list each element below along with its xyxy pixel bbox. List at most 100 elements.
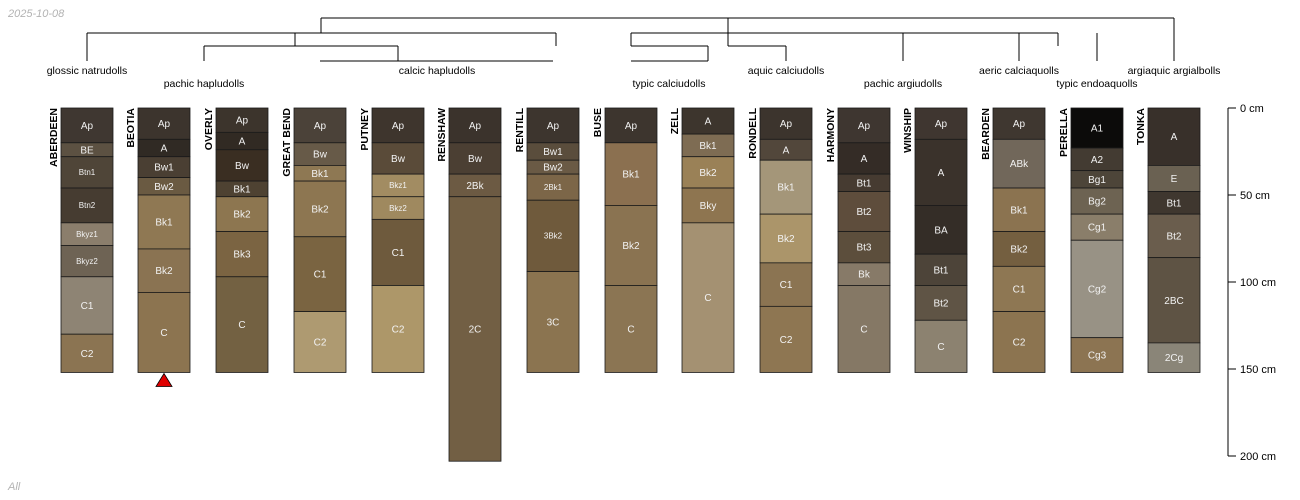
horizon-label: A2 bbox=[1091, 155, 1104, 166]
taxonomic-class-label: pachic argiudolls bbox=[864, 78, 942, 90]
soil-profile: GREAT BEND Ap Bw Bk1 Bk2 C1 C2 bbox=[281, 107, 347, 373]
horizon bbox=[60, 333, 114, 373]
profile-name: BEOTIA bbox=[125, 108, 137, 148]
horizon-label: Bw bbox=[235, 161, 250, 172]
horizon-label: 2Cg bbox=[1165, 353, 1183, 364]
horizon bbox=[837, 142, 891, 175]
horizon bbox=[1070, 213, 1124, 241]
horizon-label: C2 bbox=[314, 338, 327, 349]
soil-profile: RONDELL Ap A Bk1 Bk2 C1 C2 bbox=[747, 107, 813, 373]
horizon bbox=[681, 107, 735, 135]
horizon-label: 2Bk bbox=[466, 181, 484, 192]
horizon-label: Bw bbox=[391, 154, 406, 165]
horizon-label: Bw2 bbox=[154, 182, 174, 193]
horizon-label: BE bbox=[80, 145, 94, 156]
horizon bbox=[1147, 342, 1201, 373]
horizon-label: Ap bbox=[81, 121, 94, 132]
horizon-label: 3C bbox=[547, 318, 560, 329]
horizon-label: Bw1 bbox=[154, 163, 174, 174]
horizon-label: A bbox=[705, 117, 712, 128]
horizon-label: Ap bbox=[935, 119, 948, 130]
soil-profile: RENTILL Ap Bw1 Bw2 2Bk1 3Bk2 3C bbox=[514, 107, 580, 373]
horizon-label: Bw bbox=[313, 150, 328, 161]
horizon bbox=[1147, 213, 1201, 259]
horizon bbox=[1070, 107, 1124, 149]
horizon-label: C bbox=[627, 324, 634, 335]
horizon bbox=[681, 187, 735, 224]
horizon-label: A bbox=[239, 137, 246, 148]
taxonomic-class-label: typic calciudolls bbox=[633, 78, 706, 90]
horizon-label: Bk2 bbox=[622, 241, 640, 252]
horizon bbox=[1147, 107, 1201, 166]
horizon-label: Bk2 bbox=[311, 204, 329, 215]
profile-name: ZELL bbox=[669, 107, 681, 134]
horizon bbox=[137, 248, 191, 293]
horizon-label: E bbox=[1171, 174, 1178, 185]
soil-profiles: ABERDEEN Ap BE Btn1 Btn2 Bkyz1 Bkyz2 C1 C2 BEOTIA… bbox=[48, 107, 1201, 462]
horizon-label: Bk1 bbox=[155, 217, 173, 228]
axis-tick-label: 50 cm bbox=[1240, 190, 1270, 202]
soil-profile: OVERLY Ap A Bw Bk1 Bk2 Bk3 C bbox=[203, 107, 269, 373]
horizon-label: Bkz2 bbox=[389, 204, 407, 213]
horizon-label: Bk1 bbox=[777, 183, 795, 194]
taxonomic-class-label: typic endoaquolls bbox=[1056, 78, 1137, 90]
horizon-label: 2BC bbox=[1164, 296, 1183, 307]
horizon bbox=[137, 292, 191, 373]
horizon bbox=[759, 107, 813, 140]
horizon-label: A bbox=[938, 168, 945, 179]
axis-tick-label: 100 cm bbox=[1240, 277, 1276, 289]
horizon-label: C bbox=[860, 324, 867, 335]
taxonomic-class-label: pachic hapludolls bbox=[164, 78, 245, 90]
horizon-label: Bk2 bbox=[777, 234, 795, 245]
axis-tick-label: 200 cm bbox=[1240, 451, 1276, 463]
horizon bbox=[914, 253, 968, 286]
date-label: 2025-10-08 bbox=[8, 8, 65, 20]
horizon-label: Bk1 bbox=[311, 169, 329, 180]
horizon-label: C2 bbox=[1013, 338, 1026, 349]
horizon bbox=[681, 222, 735, 373]
horizon bbox=[293, 107, 347, 144]
horizon bbox=[371, 285, 425, 373]
horizon-label: A bbox=[783, 145, 790, 156]
horizon-label: C1 bbox=[81, 301, 94, 312]
horizon-label: A bbox=[161, 144, 168, 155]
soil-profile: BEOTIA Ap A Bw1 Bw2 Bk1 Bk2 C bbox=[125, 108, 191, 387]
horizon bbox=[1147, 257, 1201, 344]
horizon-label: Bt1 bbox=[1166, 198, 1181, 209]
subset-label: All bbox=[8, 481, 21, 493]
horizon-label: Ap bbox=[625, 121, 638, 132]
horizon-label: Bk2 bbox=[1010, 244, 1028, 255]
horizon bbox=[60, 107, 114, 144]
profile-name: GREAT BEND bbox=[281, 108, 293, 177]
horizon-label: Ap bbox=[858, 121, 871, 132]
horizon bbox=[681, 156, 735, 189]
horizon bbox=[1070, 337, 1124, 373]
horizon bbox=[60, 187, 114, 224]
axis-tick-label: 150 cm bbox=[1240, 364, 1276, 376]
horizon-label: Ap bbox=[780, 119, 793, 130]
horizon-label: Bk1 bbox=[699, 141, 717, 152]
horizon-label: Bw1 bbox=[543, 147, 563, 158]
horizon-label: A bbox=[1171, 132, 1178, 143]
profile-name: PUTNEY bbox=[359, 108, 371, 151]
horizon bbox=[526, 173, 580, 201]
horizon-label: Bw2 bbox=[543, 163, 563, 174]
horizon-label: C2 bbox=[780, 335, 793, 346]
profile-name: HARMONY bbox=[825, 108, 837, 162]
horizon-label: Bt2 bbox=[856, 207, 871, 218]
horizon-label: 2C bbox=[469, 324, 482, 335]
horizon-label: Bt2 bbox=[933, 298, 948, 309]
horizon bbox=[604, 107, 658, 144]
profile-name: BUSE bbox=[592, 108, 604, 137]
profile-name: PERELLA bbox=[1058, 108, 1070, 157]
horizon bbox=[914, 138, 968, 206]
horizon-label: C2 bbox=[392, 324, 405, 335]
profile-name: RENSHAW bbox=[436, 108, 448, 162]
horizon-label: Btn2 bbox=[79, 201, 96, 210]
profile-name: BEARDEN bbox=[980, 108, 992, 160]
horizon-label: Ap bbox=[392, 121, 405, 132]
horizon-label: C bbox=[937, 342, 944, 353]
horizon bbox=[992, 231, 1046, 267]
horizon bbox=[215, 107, 269, 133]
depth-axis: 0 cm 50 cm 100 cm 150 cm 200 cm bbox=[1227, 103, 1276, 463]
